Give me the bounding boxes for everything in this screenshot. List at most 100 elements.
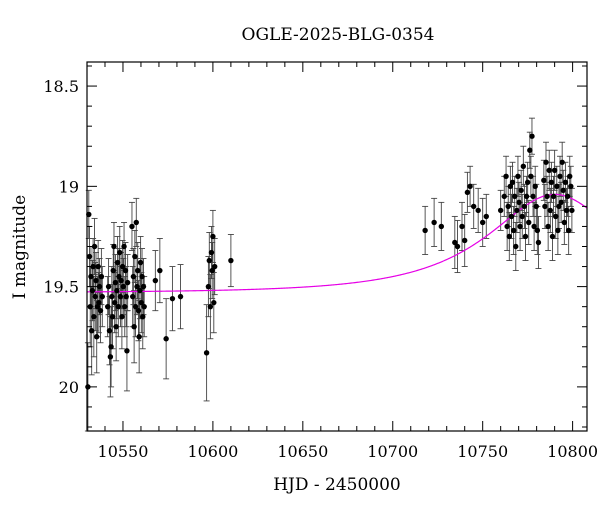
- data-point: [560, 187, 566, 194]
- data-point: [110, 267, 116, 274]
- data-point: [207, 303, 214, 310]
- data-point: [152, 277, 159, 284]
- data-point: [547, 207, 554, 214]
- data-point: [96, 283, 103, 290]
- data-point: [109, 293, 115, 300]
- data-point: [117, 249, 123, 256]
- data-point: [105, 283, 112, 290]
- data-point: [475, 207, 481, 214]
- data-point: [86, 253, 93, 260]
- data-point: [95, 263, 101, 270]
- data-point: [94, 334, 100, 340]
- y-axis-label: I magnitude: [10, 195, 30, 299]
- data-point: [108, 344, 114, 350]
- data-point: [113, 324, 119, 330]
- x-tick-labels: 10550 10600 10650 10700 10750 10800: [98, 442, 599, 461]
- data-point: [556, 203, 562, 210]
- data-point: [123, 293, 129, 300]
- data-point: [569, 207, 575, 214]
- data-point: [138, 299, 145, 306]
- data-point: [139, 273, 145, 280]
- data-point: [91, 243, 98, 250]
- data-point: [90, 263, 96, 270]
- data-point: [135, 307, 142, 314]
- data-point: [114, 259, 121, 266]
- x-axis-label: HJD - 2450000: [273, 475, 401, 495]
- data-point: [519, 213, 525, 220]
- data-point: [545, 223, 551, 230]
- data-point: [563, 207, 570, 214]
- data-point: [92, 293, 98, 300]
- x-tick-label: 10700: [367, 442, 418, 461]
- data-point: [531, 223, 537, 230]
- data-point: [121, 243, 127, 250]
- data-point: [111, 243, 117, 250]
- data-point: [140, 313, 146, 320]
- data-point: [89, 287, 96, 294]
- data-point: [511, 193, 518, 200]
- x-tick-label: 10600: [187, 442, 238, 461]
- data-point: [136, 334, 142, 340]
- y-tick-labels: 18.5 19 19.5 20: [43, 77, 79, 397]
- data-point: [169, 295, 176, 302]
- data-point: [112, 279, 119, 286]
- data-point: [122, 267, 129, 274]
- data-point: [564, 193, 571, 200]
- data-point: [141, 303, 147, 310]
- data-point: [518, 187, 524, 194]
- data-point: [97, 307, 104, 314]
- data-point: [132, 253, 138, 260]
- data-point: [106, 328, 113, 334]
- data-point: [111, 299, 118, 306]
- data-point: [567, 173, 573, 180]
- data-point: [549, 233, 556, 240]
- data-point: [140, 283, 147, 290]
- y-tick-label: 20: [59, 378, 79, 397]
- data-point: [497, 207, 504, 214]
- data-point: [131, 324, 137, 330]
- data-point: [504, 223, 510, 230]
- data-point: [555, 227, 561, 234]
- data-point: [543, 159, 549, 165]
- data-point: [529, 133, 535, 139]
- data-point: [137, 259, 144, 266]
- data-point: [507, 183, 514, 190]
- y-tick-label: 19.5: [43, 278, 79, 297]
- data-point: [515, 173, 521, 180]
- data-point: [532, 183, 538, 190]
- errorbar-layer: [84, 117, 575, 432]
- data-point: [109, 313, 116, 320]
- data-point: [211, 263, 218, 270]
- data-point: [208, 249, 215, 256]
- x-tick-label: 10550: [98, 442, 149, 461]
- data-point: [541, 177, 547, 184]
- data-point: [514, 207, 520, 214]
- data-point: [104, 303, 111, 310]
- data-point: [517, 223, 523, 230]
- data-point: [132, 303, 139, 310]
- data-point: [503, 173, 509, 180]
- data-point: [210, 233, 216, 240]
- data-point: [122, 303, 128, 310]
- data-point: [568, 183, 574, 190]
- data-point: [557, 173, 563, 180]
- data-point: [533, 203, 539, 210]
- data-point: [513, 243, 519, 250]
- data-point: [520, 163, 527, 169]
- data-point: [116, 273, 122, 280]
- data-point: [546, 167, 552, 173]
- data-point: [528, 173, 534, 180]
- data-point: [483, 213, 489, 220]
- data-point: [553, 213, 559, 220]
- data-point: [93, 277, 99, 284]
- data-point: [565, 227, 572, 234]
- chart-title: OGLE-2025-BLG-0354: [242, 25, 435, 45]
- data-point: [505, 203, 511, 210]
- data-point: [559, 159, 565, 165]
- data-point: [91, 313, 97, 320]
- data-point: [157, 267, 163, 274]
- data-point: [119, 313, 125, 320]
- x-tick-label: 10800: [547, 442, 598, 461]
- plot-frame: [86, 61, 588, 432]
- data-point: [206, 257, 213, 264]
